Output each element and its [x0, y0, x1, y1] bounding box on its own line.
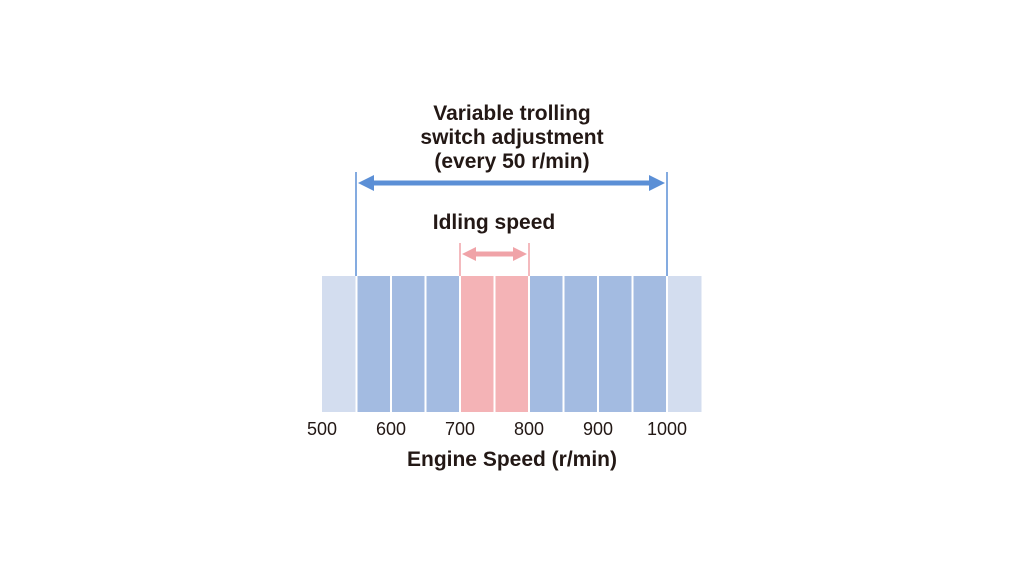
title-line: Variable trolling [433, 102, 591, 125]
idling-range-arrow [459, 243, 530, 276]
tick-label: 500 [307, 419, 337, 439]
tick-label: 1000 [647, 419, 687, 439]
tick-label: 600 [376, 419, 406, 439]
idling-label: Idling speed [433, 211, 556, 234]
title-line: switch adjustment [420, 126, 603, 149]
segment-outside [667, 276, 702, 412]
segment [563, 276, 598, 412]
tick-label: 700 [445, 419, 475, 439]
segment-outside [322, 276, 357, 412]
segment [391, 276, 426, 412]
segment-idling [460, 276, 495, 412]
segment [529, 276, 564, 412]
segment [632, 276, 667, 412]
tick-label: 900 [583, 419, 613, 439]
segment [356, 276, 391, 412]
tick-label: 800 [514, 419, 544, 439]
segment [598, 276, 633, 412]
segment [425, 276, 460, 412]
trolling-range-arrow [355, 172, 668, 276]
segment-idling [494, 276, 529, 412]
axis-label: Engine Speed (r/min) [407, 448, 617, 471]
separators [355, 276, 668, 412]
title-line: (every 50 r/min) [434, 150, 589, 173]
speed-bar [322, 276, 702, 412]
